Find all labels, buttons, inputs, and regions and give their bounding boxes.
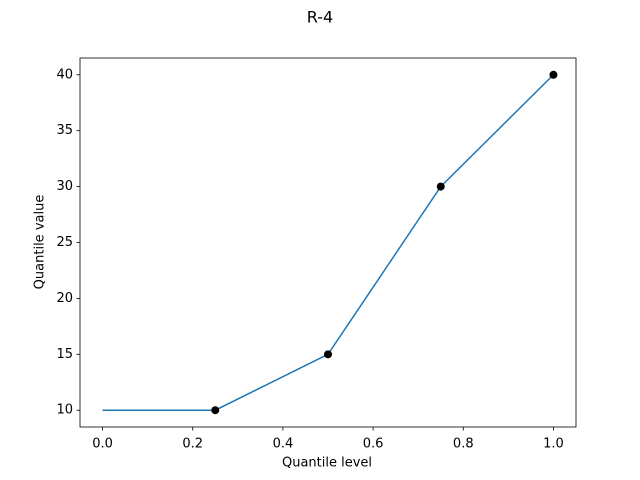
data-point — [211, 406, 220, 415]
y-tick-label: 25 — [56, 235, 73, 250]
x-axis-label: Quantile level — [282, 456, 372, 471]
x-tick-label: 0.2 — [182, 437, 203, 452]
x-tick-label: 0.8 — [453, 437, 474, 452]
x-tick-label: 1.0 — [543, 437, 564, 452]
y-tick-label: 15 — [56, 347, 73, 362]
y-tick-label: 10 — [56, 403, 73, 418]
chart-title: R-4 — [307, 8, 333, 27]
x-tick-label: 0.6 — [363, 437, 384, 452]
y-tick-label: 40 — [56, 67, 73, 82]
y-tick-label: 20 — [56, 291, 73, 306]
y-axis-label: Quantile value — [33, 195, 48, 290]
x-tick-label: 0.4 — [273, 437, 294, 452]
x-tick-label: 0.0 — [92, 437, 113, 452]
data-point — [324, 350, 332, 359]
y-tick-label: 35 — [56, 123, 73, 138]
data-point — [436, 182, 445, 191]
plot-frame — [79, 57, 577, 428]
data-point — [549, 70, 558, 79]
y-tick-label: 30 — [56, 179, 73, 194]
